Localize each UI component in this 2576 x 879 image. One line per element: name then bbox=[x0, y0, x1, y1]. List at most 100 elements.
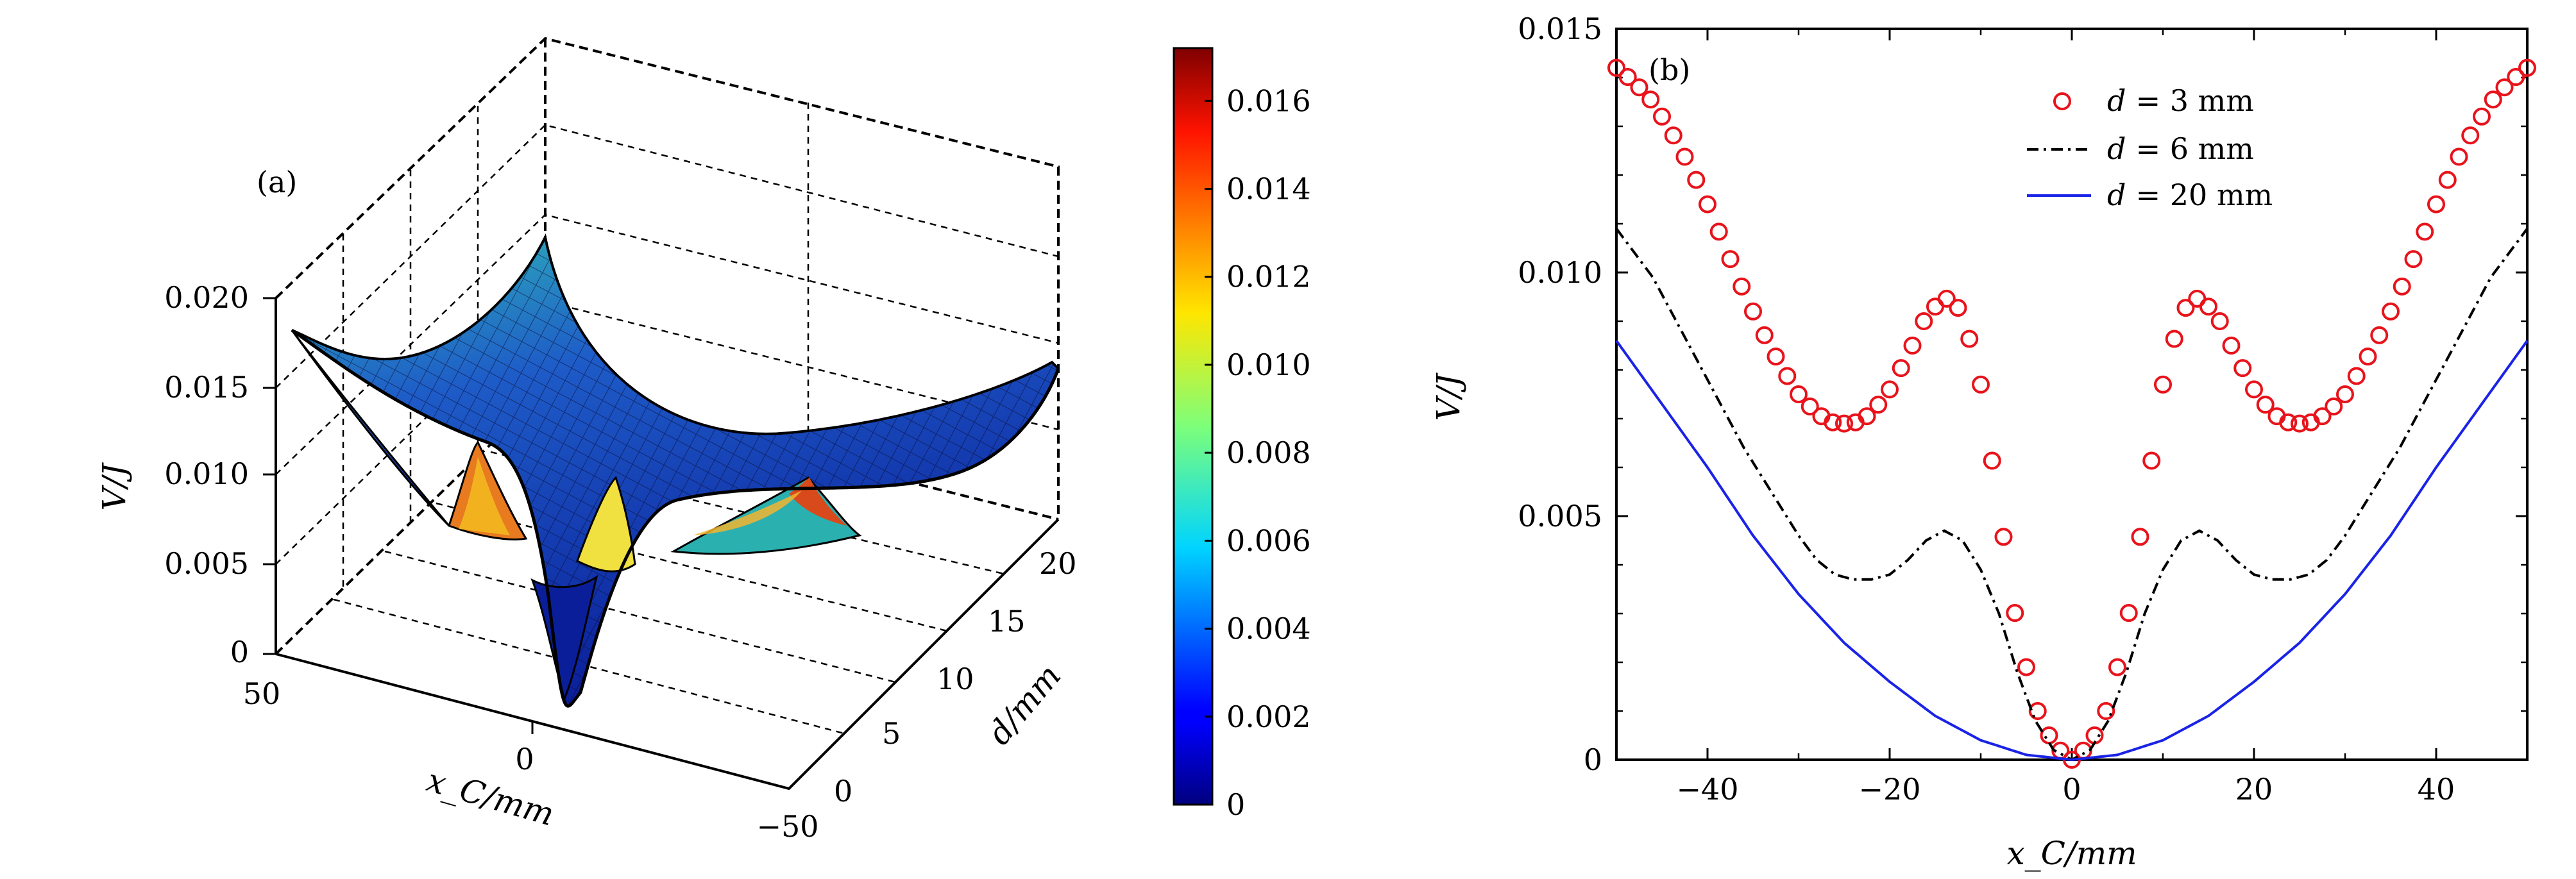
data-point bbox=[2347, 367, 2366, 385]
y-tick-label-b: 0.015 bbox=[1518, 12, 1602, 46]
z-axis-ticks: 0 0.005 0.010 0.015 0.020 bbox=[164, 280, 276, 669]
data-point bbox=[2017, 658, 2035, 676]
x-tick-label: −50 bbox=[756, 809, 818, 844]
data-point bbox=[1630, 78, 1648, 97]
colorbar-tick-label: 0.012 bbox=[1226, 260, 1311, 294]
legend-text: = 20 mm bbox=[2126, 178, 2273, 212]
data-point bbox=[2233, 359, 2252, 378]
surface-panel-a: 0 0.005 0.010 0.015 0.020 V/J 50 0 −50 x… bbox=[96, 37, 1077, 844]
colorbar-tick-label: 0.004 bbox=[1226, 612, 1311, 646]
z-tick-label: 0.020 bbox=[164, 280, 249, 315]
surface bbox=[291, 233, 1060, 708]
data-point bbox=[2154, 375, 2172, 394]
data-point bbox=[1687, 171, 1706, 189]
data-point bbox=[2313, 407, 2332, 426]
data-point bbox=[2382, 302, 2400, 321]
data-point bbox=[1937, 289, 1956, 308]
y-tick-label-b: 0 bbox=[1584, 742, 1602, 777]
y-tick-label: 20 bbox=[1039, 546, 1077, 581]
legend-var: d bbox=[2107, 178, 2126, 212]
series-d20mm-line bbox=[1615, 340, 2529, 762]
data-point bbox=[2495, 78, 2514, 97]
panel-label-b: (b) bbox=[1648, 53, 1690, 87]
y-tick-label: 15 bbox=[988, 604, 1026, 639]
data-point bbox=[2222, 337, 2241, 355]
legend: d = 3 mm d = 6 mm d = 20 mm bbox=[2027, 83, 2273, 212]
data-point bbox=[2450, 147, 2468, 166]
data-point bbox=[1881, 380, 1899, 399]
colorbar: 0 0.002 0.004 0.006 0.008 0.010 0.012 0.014 0.01… bbox=[1173, 47, 1311, 822]
legend-text: = 3 mm bbox=[2126, 83, 2254, 118]
data-point bbox=[1653, 107, 1671, 126]
legend-var: d bbox=[2107, 83, 2126, 118]
y-axis-label-b: V/J bbox=[1430, 373, 1467, 421]
data-point bbox=[2142, 451, 2161, 470]
data-point bbox=[2507, 68, 2525, 87]
data-point bbox=[2336, 385, 2354, 403]
z-tick-label: 0.015 bbox=[164, 370, 249, 405]
data-point bbox=[2291, 414, 2309, 433]
legend-entry-6mm: d = 6 mm bbox=[2027, 131, 2254, 166]
data-point bbox=[1790, 385, 1808, 403]
data-point bbox=[1824, 413, 1842, 431]
data-point bbox=[2245, 380, 2263, 399]
x-axis-ticks: 50 0 −50 bbox=[243, 676, 819, 844]
data-point bbox=[1903, 337, 1922, 355]
data-point bbox=[1733, 277, 1751, 296]
data-point bbox=[2461, 126, 2480, 145]
data-point bbox=[2040, 726, 2058, 744]
data-point bbox=[1892, 359, 1910, 378]
panel-label-a: (a) bbox=[257, 165, 297, 199]
data-point bbox=[1664, 126, 1682, 145]
data-point bbox=[1949, 299, 1967, 317]
x-tick-label-b: −20 bbox=[1858, 772, 1920, 807]
z-tick-label: 0.005 bbox=[164, 546, 249, 581]
data-point bbox=[2518, 58, 2536, 77]
colorbar-ticks: 0 0.002 0.004 0.006 0.008 0.010 0.012 0.014 0.01… bbox=[1205, 83, 1311, 822]
colorbar-tick-label: 0 bbox=[1226, 787, 1245, 822]
data-point bbox=[2256, 396, 2275, 414]
colorbar-tick-label: 0.008 bbox=[1226, 435, 1311, 470]
data-point bbox=[1767, 347, 1785, 366]
data-point bbox=[2473, 107, 2491, 126]
data-point bbox=[1994, 528, 2013, 546]
data-point bbox=[1915, 312, 1933, 330]
axes-ticks: −40 −20 0 20 40 0 0.005 0.010 0.015 bbox=[1518, 12, 2529, 807]
data-point bbox=[1858, 407, 1876, 426]
data-point bbox=[1641, 90, 1660, 109]
series-d3mm bbox=[1607, 58, 2536, 769]
data-point bbox=[2119, 604, 2138, 623]
data-point bbox=[2325, 398, 2343, 415]
legend-marker-circle bbox=[2053, 92, 2071, 110]
data-point bbox=[2074, 741, 2092, 760]
plot-frame bbox=[1615, 28, 2529, 761]
data-point bbox=[2131, 528, 2149, 546]
data-point bbox=[2427, 195, 2445, 213]
data-point bbox=[1675, 147, 1694, 166]
data-point bbox=[2210, 312, 2229, 330]
z-tick-label: 0 bbox=[230, 635, 249, 669]
data-point bbox=[1801, 398, 1819, 415]
x-axis-label-b: x_C/mm bbox=[2006, 835, 2137, 872]
line-panel-b: −40 −20 0 20 40 0 0.005 0.010 0.015 x_C/mm V/J (… bbox=[1430, 12, 2536, 872]
z-tick-label: 0.010 bbox=[164, 456, 249, 491]
y-tick-label-b: 0.005 bbox=[1518, 499, 1602, 533]
x-tick-label-b: −40 bbox=[1676, 772, 1738, 807]
data-point bbox=[2359, 347, 2377, 366]
legend-entry-20mm: d = 20 mm bbox=[2027, 178, 2273, 212]
x-tick-label: 50 bbox=[243, 676, 281, 711]
data-point bbox=[1835, 414, 1853, 433]
data-point bbox=[2438, 171, 2457, 189]
data-point bbox=[1709, 222, 1728, 241]
data-point bbox=[2484, 90, 2502, 109]
x-axis-label: x_C/mm bbox=[423, 762, 558, 833]
y-axis-ticks: 0 5 10 15 20 bbox=[834, 546, 1077, 808]
data-point bbox=[1778, 367, 1797, 385]
data-point bbox=[2176, 299, 2195, 317]
colorbar-tick-label: 0.002 bbox=[1226, 699, 1311, 734]
data-point bbox=[1699, 195, 1716, 213]
data-point bbox=[2279, 413, 2298, 431]
data-point bbox=[2404, 250, 2423, 269]
colorbar-tick-label: 0.014 bbox=[1226, 172, 1311, 206]
